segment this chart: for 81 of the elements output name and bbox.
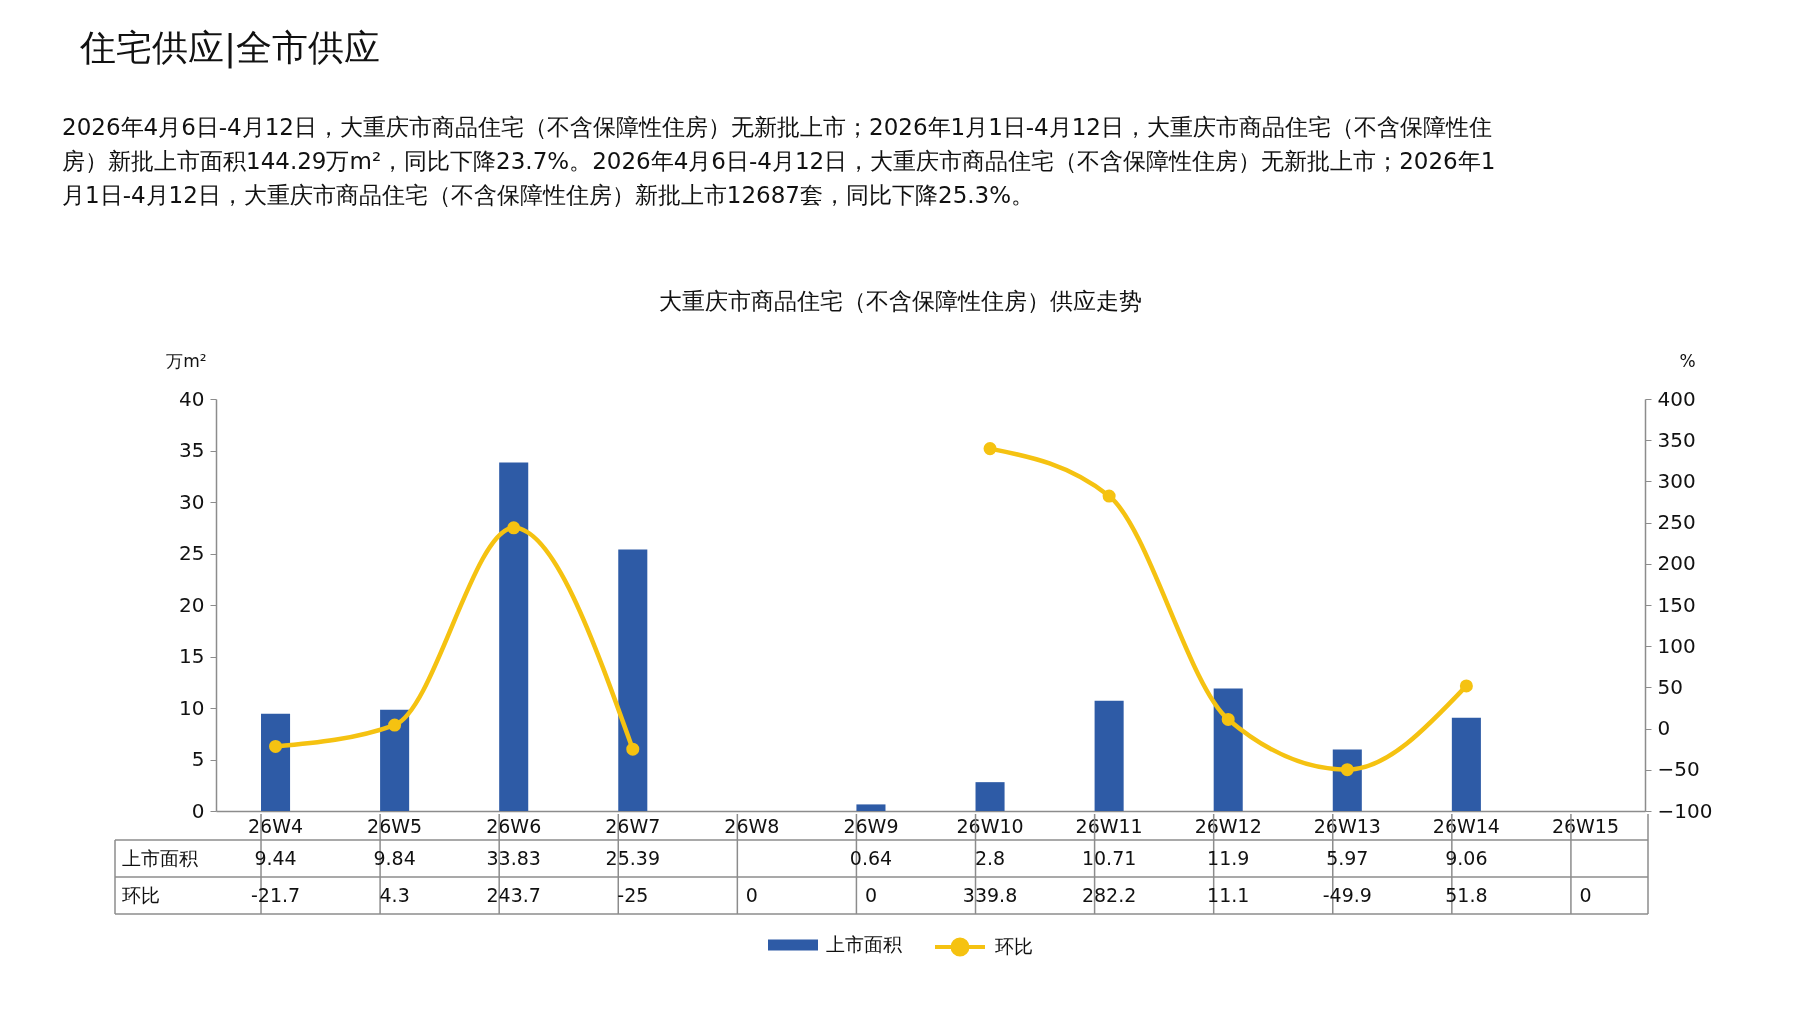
y-tick-label: 5 xyxy=(191,747,205,771)
text: 住宅供应|全市供应 xyxy=(79,27,381,69)
data-label: 10.71 xyxy=(1081,846,1137,869)
legend-label: 上市面积 xyxy=(826,933,902,955)
point xyxy=(269,739,283,753)
x-tick-label: 26W13 xyxy=(1313,814,1381,837)
text: 0 xyxy=(1579,883,1592,906)
y2-tick-label: 50 xyxy=(1657,674,1683,699)
bar xyxy=(261,713,291,811)
text: 0 xyxy=(864,883,878,906)
data-label: -25 xyxy=(617,883,649,906)
y2-tick-label: 100 xyxy=(1657,633,1696,658)
data-label: 51.8 xyxy=(1445,883,1488,906)
point xyxy=(983,442,997,456)
y2-axis-title: % xyxy=(1679,350,1696,371)
data-label: -21.7 xyxy=(250,883,301,906)
bar xyxy=(499,462,529,811)
y-tick-label: 35 xyxy=(179,438,205,462)
x-tick-label: 26W7 xyxy=(605,814,661,837)
point xyxy=(1459,679,1473,693)
y2-tick-label: −100 xyxy=(1657,798,1713,823)
y-tick-label: 10 xyxy=(179,695,205,720)
y-tick-label: 30 xyxy=(179,489,205,514)
text: 环比 xyxy=(122,883,160,906)
point xyxy=(1340,763,1354,777)
data-label: 243.7 xyxy=(486,883,541,906)
y2-tick-label: 250 xyxy=(1657,510,1696,535)
x-tick-label: 26W14 xyxy=(1432,814,1500,837)
x-tick-label: 26W15 xyxy=(1551,814,1620,837)
data-label: 11.1 xyxy=(1207,883,1250,906)
y-axis-title: 万m² xyxy=(166,350,207,371)
text: 上市面积 xyxy=(122,846,198,869)
y2-tick-label: −50 xyxy=(1657,757,1700,782)
y-tick-label: 20 xyxy=(179,592,205,617)
y2-tick-label: 150 xyxy=(1657,592,1696,617)
x-tick-label: 26W9 xyxy=(843,814,899,837)
y2-tick-label: 200 xyxy=(1657,551,1696,576)
bar xyxy=(1213,688,1243,811)
x-tick-label: 26W4 xyxy=(248,814,304,837)
point xyxy=(626,742,640,756)
y2-tick-label: 0 xyxy=(1657,716,1671,741)
data-label: 339.8 xyxy=(962,883,1018,906)
x-tick-label: 26W12 xyxy=(1194,814,1262,837)
y2-tick-label: 300 xyxy=(1657,468,1696,493)
data-label: -49.9 xyxy=(1322,883,1372,906)
data-label: 25.39 xyxy=(605,846,660,869)
data-label: 9.44 xyxy=(254,846,297,869)
data-label: 0.64 xyxy=(849,846,893,869)
bar xyxy=(975,782,1005,811)
bar xyxy=(618,549,648,811)
point xyxy=(1102,489,1116,503)
point xyxy=(1221,712,1235,726)
data-label: 5.97 xyxy=(1326,846,1369,869)
data-label: 9.84 xyxy=(373,846,416,869)
point xyxy=(507,521,521,535)
bar xyxy=(380,709,410,811)
data-label: 2.8 xyxy=(974,846,1006,869)
y-tick-label: 15 xyxy=(179,644,205,668)
data-label: 33.83 xyxy=(486,846,541,869)
x-tick-label: 26W8 xyxy=(724,814,780,837)
y2-tick-label: 350 xyxy=(1657,427,1696,452)
x-tick-label: 26W6 xyxy=(486,814,542,837)
y-tick-label: 40 xyxy=(179,386,205,411)
bar xyxy=(856,804,886,811)
x-tick-label: 26W11 xyxy=(1075,814,1143,837)
data-label: 11.9 xyxy=(1207,846,1250,869)
text: 0 xyxy=(745,883,758,906)
y2-tick-label: 400 xyxy=(1657,386,1696,411)
y-tick-label: 25 xyxy=(179,541,205,565)
legend-label: 环比 xyxy=(995,935,1033,957)
text: 2026年4月6日-4月12日，大重庆市商品住宅（不含保障性住房）无新批上市；2026年1月1日-4月12日，大重庆市商品住宅（不含保障性住房）新批上市面积144.29万m²，同比下降23.7%。2026年4月6日-4月12日，大重庆市商品住宅（不含保障性住房）无新批上市；2026年1月1日-4月12日，大重庆市商品住宅（不含保障性住房）新批上市12687套，同比下降25.3%。 xyxy=(62,114,1496,208)
chart-title: 大重庆市商品住宅（不含保障性住房）供应走势 xyxy=(658,288,1142,314)
data-label: 282.2 xyxy=(1081,883,1137,906)
bar xyxy=(1094,700,1124,811)
x-tick-label: 26W5 xyxy=(367,814,423,837)
data-label: 9.06 xyxy=(1445,846,1488,869)
x-tick-label: 26W10 xyxy=(956,814,1024,837)
bar xyxy=(1451,717,1481,811)
data-label: 4.3 xyxy=(379,883,410,906)
y-tick-label: 0 xyxy=(191,798,205,823)
point xyxy=(388,718,402,732)
